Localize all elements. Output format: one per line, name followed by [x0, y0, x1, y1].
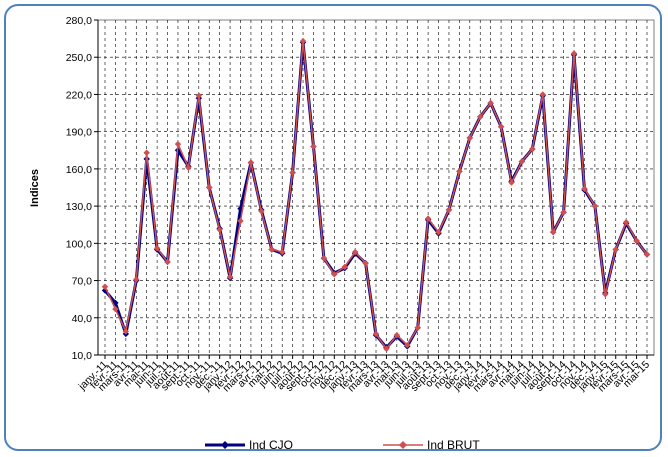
data-point-ind-brut	[226, 273, 234, 281]
y-tick-label: 100,0	[66, 238, 92, 250]
data-point-ind-brut	[216, 226, 223, 233]
data-point-ind-brut	[289, 169, 296, 176]
data-point-ind-brut	[549, 228, 557, 236]
data-point-ind-brut	[351, 248, 359, 256]
data-point-ind-brut	[539, 91, 546, 98]
y-tick-label: 280,0	[66, 15, 92, 27]
data-point-ind-brut	[320, 255, 328, 262]
data-point-ind-brut	[278, 248, 286, 256]
data-point-ind-brut	[268, 246, 275, 253]
data-point-ind-brut	[164, 258, 171, 266]
x-axis-ticks: janv.-11févr.-11mars-11avr.-11mai-11juin…	[76, 354, 654, 394]
data-point-ind-brut	[633, 237, 640, 245]
data-point-ind-brut	[477, 113, 484, 120]
data-point-ind-brut	[612, 246, 619, 253]
data-point-ind-brut	[424, 215, 432, 222]
y-tick-label: 190,0	[66, 127, 92, 139]
y-axis-ticks: 10,0 40,0 70,0 100,0 130,0 160,0 190,0 220,0 250…	[66, 15, 99, 362]
data-point-ind-brut	[237, 217, 244, 225]
y-tick-label: 70,0	[72, 276, 93, 288]
data-point-ind-brut	[570, 50, 578, 57]
data-point-ind-brut	[508, 179, 515, 186]
data-point-ind-brut	[404, 341, 411, 349]
legend-item-ind-cjo: Ind CJO	[205, 438, 293, 452]
series-ind-brut	[101, 37, 651, 352]
legend-label-ind-cjo: Ind CJO	[249, 438, 293, 452]
data-point-ind-brut	[310, 143, 317, 150]
data-point-ind-brut	[497, 123, 505, 130]
data-point-ind-brut	[153, 245, 161, 252]
data-point-ind-brut	[487, 99, 494, 107]
data-point-ind-brut	[529, 145, 536, 153]
data-point-ind-brut	[258, 207, 265, 215]
data-point-ind-brut	[143, 149, 150, 156]
data-point-ind-brut	[456, 168, 463, 175]
data-point-ind-brut	[362, 259, 369, 267]
data-point-ind-brut	[372, 330, 380, 338]
data-point-ind-brut	[299, 37, 307, 45]
data-point-ind-brut	[122, 328, 130, 335]
data-point-ind-brut	[560, 209, 567, 216]
data-point-ind-cjo	[237, 205, 244, 212]
data-point-ind-brut	[518, 158, 526, 165]
y-tick-label: 220,0	[66, 89, 92, 101]
data-point-ind-brut	[247, 159, 255, 166]
data-point-ind-brut	[206, 184, 213, 191]
data-point-ind-brut	[591, 202, 599, 210]
legend-label-ind-brut: Ind BRUT	[427, 438, 480, 452]
data-point-ind-cjo	[112, 299, 119, 307]
y-axis-label: Indices	[29, 169, 41, 207]
data-point-ind-brut	[341, 263, 348, 271]
data-point-ind-brut	[622, 219, 630, 226]
data-point-ind-brut	[581, 185, 588, 192]
data-point-ind-brut	[101, 283, 109, 290]
data-point-ind-brut	[195, 92, 203, 99]
data-point-ind-brut	[466, 134, 474, 142]
data-point-ind-brut	[643, 251, 651, 258]
data-point-ind-brut	[331, 271, 338, 278]
legend: Ind CJO Ind BRUT	[205, 438, 480, 452]
data-point-ind-brut	[112, 305, 119, 313]
y-tick-label: 250,0	[66, 52, 92, 64]
grid-lines	[98, 20, 654, 355]
series-lines	[101, 37, 651, 352]
data-point-ind-brut	[133, 276, 140, 283]
y-tick-label: 10,0	[72, 350, 93, 362]
y-tick-label: 130,0	[66, 201, 92, 213]
data-point-ind-brut	[602, 291, 609, 298]
y-tick-label: 40,0	[72, 313, 93, 325]
data-point-ind-brut	[445, 206, 453, 214]
data-point-ind-brut	[414, 324, 421, 331]
data-point-ind-brut	[185, 164, 192, 171]
data-point-ind-brut	[383, 345, 390, 352]
data-point-ind-brut	[393, 331, 401, 339]
legend-item-ind-brut: Ind BRUT	[383, 438, 480, 452]
data-point-ind-brut	[174, 140, 182, 148]
y-tick-label: 160,0	[66, 164, 92, 176]
data-point-ind-brut	[435, 228, 442, 236]
